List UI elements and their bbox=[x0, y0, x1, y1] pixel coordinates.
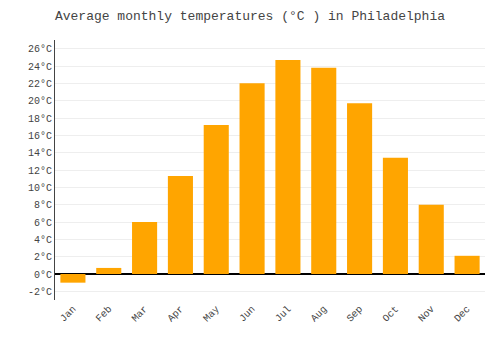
svg-text:Mar: Mar bbox=[130, 304, 151, 325]
svg-text:2°C: 2°C bbox=[34, 252, 52, 263]
svg-text:Oct: Oct bbox=[381, 304, 402, 325]
svg-text:-2°C: -2°C bbox=[28, 287, 52, 298]
svg-text:22°C: 22°C bbox=[28, 79, 52, 90]
svg-text:6°C: 6°C bbox=[34, 218, 52, 229]
svg-text:24°C: 24°C bbox=[28, 62, 52, 73]
svg-text:Apr: Apr bbox=[166, 304, 187, 325]
svg-text:Sep: Sep bbox=[345, 304, 366, 325]
svg-text:16°C: 16°C bbox=[28, 131, 52, 142]
svg-text:12°C: 12°C bbox=[28, 166, 52, 177]
svg-text:Jan: Jan bbox=[58, 304, 79, 325]
svg-text:26°C: 26°C bbox=[28, 44, 52, 55]
svg-text:Aug: Aug bbox=[309, 304, 330, 325]
svg-text:4°C: 4°C bbox=[34, 235, 52, 246]
svg-text:8°C: 8°C bbox=[34, 200, 52, 211]
svg-text:Nov: Nov bbox=[416, 304, 437, 325]
svg-text:Jul: Jul bbox=[273, 304, 294, 325]
svg-text:10°C: 10°C bbox=[28, 183, 52, 194]
svg-text:Dec: Dec bbox=[452, 304, 473, 325]
svg-text:20°C: 20°C bbox=[28, 96, 52, 107]
svg-text:Jun: Jun bbox=[237, 304, 258, 325]
svg-text:18°C: 18°C bbox=[28, 114, 52, 125]
svg-text:0°C: 0°C bbox=[34, 270, 52, 281]
svg-text:Feb: Feb bbox=[94, 304, 115, 325]
svg-text:14°C: 14°C bbox=[28, 148, 52, 159]
svg-text:May: May bbox=[201, 304, 222, 325]
svg-text:Average monthly temperatures (: Average monthly temperatures (°C ) in Ph… bbox=[55, 9, 445, 24]
